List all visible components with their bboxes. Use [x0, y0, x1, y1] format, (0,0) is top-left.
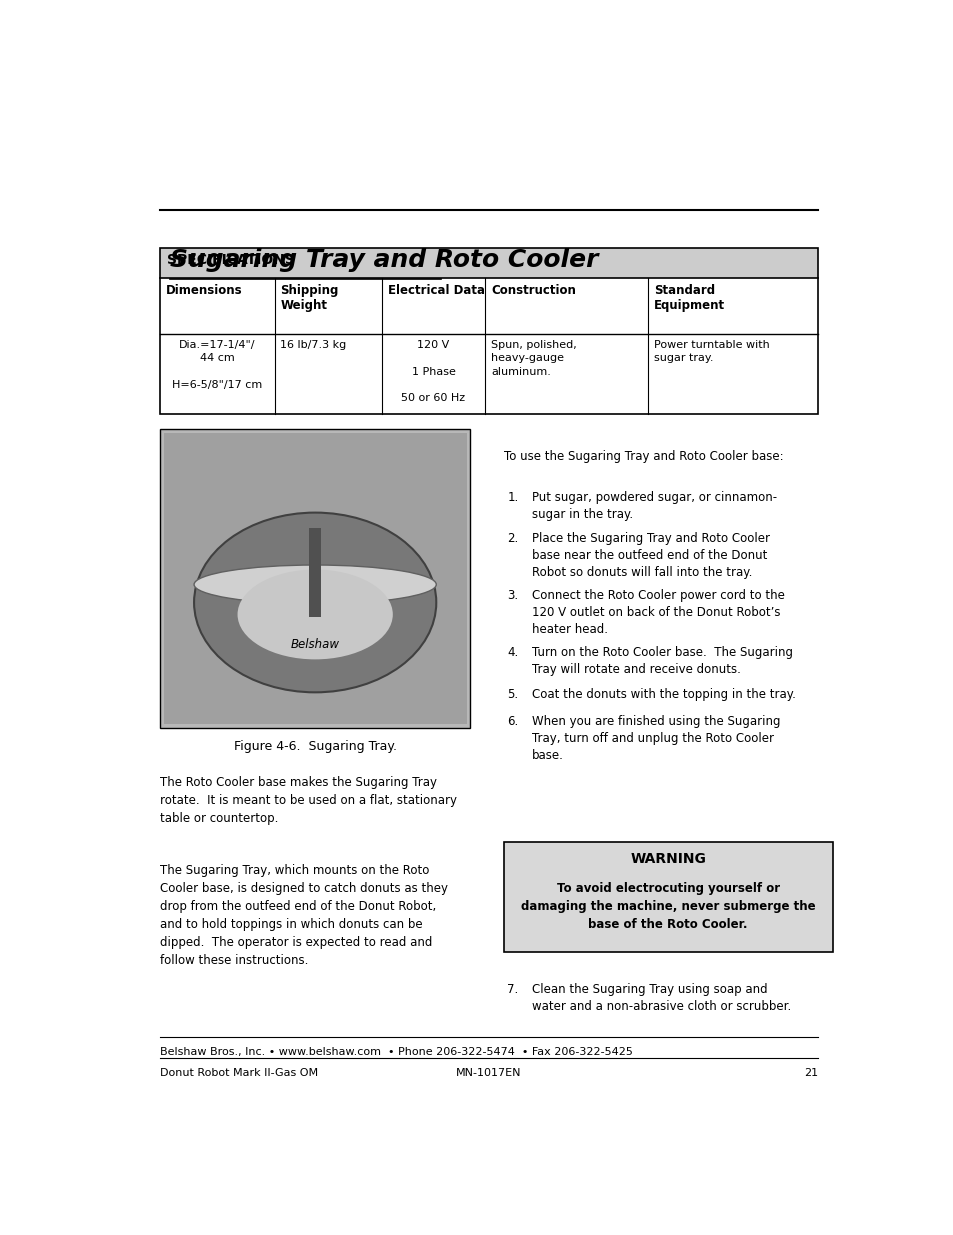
Text: To use the Sugaring Tray and Roto Cooler base:: To use the Sugaring Tray and Roto Cooler… [503, 450, 782, 463]
Text: Clean the Sugaring Tray using soap and
water and a non-abrasive cloth or scrubbe: Clean the Sugaring Tray using soap and w… [531, 983, 790, 1013]
Text: 16 lb/7.3 kg: 16 lb/7.3 kg [280, 341, 346, 351]
Text: Coat the donuts with the topping in the tray.: Coat the donuts with the topping in the … [531, 688, 795, 701]
Text: Dia.=17-1/4"/
44 cm

H=6-5/8"/17 cm: Dia.=17-1/4"/ 44 cm H=6-5/8"/17 cm [172, 341, 262, 390]
Text: 6.: 6. [507, 715, 518, 727]
Text: Place the Sugaring Tray and Roto Cooler
base near the outfeed end of the Donut
R: Place the Sugaring Tray and Roto Cooler … [531, 532, 769, 579]
Text: 7.: 7. [507, 983, 518, 997]
Text: Electrical Data: Electrical Data [387, 284, 484, 298]
Text: To avoid electrocuting yourself or
damaging the machine, never submerge the
base: To avoid electrocuting yourself or damag… [520, 882, 815, 931]
Text: 21: 21 [803, 1068, 817, 1078]
Text: 1.: 1. [507, 490, 518, 504]
Bar [160, 248, 817, 278]
Bar [164, 433, 466, 724]
Text: SPECIFICATIONS: SPECIFICATIONS [167, 253, 294, 267]
Text: Belshaw Bros., Inc. • www.belshaw.com  • Phone 206-322-5474  • Fax 206-322-5425: Belshaw Bros., Inc. • www.belshaw.com • … [160, 1047, 632, 1057]
Text: Spun, polished,
heavy-gauge
aluminum.: Spun, polished, heavy-gauge aluminum. [491, 341, 577, 377]
Text: Turn on the Roto Cooler base.  The Sugaring
Tray will rotate and receive donuts.: Turn on the Roto Cooler base. The Sugari… [531, 646, 792, 677]
Text: 2.: 2. [507, 532, 518, 546]
Ellipse shape [193, 513, 436, 693]
Text: Construction: Construction [491, 284, 576, 298]
Text: Standard
Equipment: Standard Equipment [653, 284, 724, 312]
Text: Belshaw: Belshaw [291, 638, 339, 651]
Text: 4.: 4. [507, 646, 518, 659]
Text: MN-1017EN: MN-1017EN [456, 1068, 521, 1078]
Text: Figure 4-6.  Sugaring Tray.: Figure 4-6. Sugaring Tray. [233, 740, 396, 752]
Bar [309, 527, 321, 618]
Text: WARNING: WARNING [630, 852, 705, 866]
Bar [160, 429, 470, 729]
Text: Shipping
Weight: Shipping Weight [280, 284, 338, 312]
Bar [160, 248, 817, 415]
Text: Sugaring Tray and Roto Cooler: Sugaring Tray and Roto Cooler [170, 248, 598, 272]
Text: When you are finished using the Sugaring
Tray, turn off and unplug the Roto Cool: When you are finished using the Sugaring… [531, 715, 780, 762]
Text: 120 V

1 Phase

50 or 60 Hz: 120 V 1 Phase 50 or 60 Hz [401, 341, 465, 403]
Text: 5.: 5. [507, 688, 518, 701]
Text: Put sugar, powdered sugar, or cinnamon-
sugar in the tray.: Put sugar, powdered sugar, or cinnamon- … [531, 490, 776, 520]
Text: Power turntable with
sugar tray.: Power turntable with sugar tray. [653, 341, 769, 363]
Bar [503, 842, 832, 952]
Text: The Roto Cooler base makes the Sugaring Tray
rotate.  It is meant to be used on : The Roto Cooler base makes the Sugaring … [160, 776, 456, 825]
Text: 3.: 3. [507, 589, 518, 603]
Ellipse shape [237, 569, 393, 659]
Ellipse shape [193, 566, 436, 604]
Text: The Sugaring Tray, which mounts on the Roto
Cooler base, is designed to catch do: The Sugaring Tray, which mounts on the R… [160, 864, 448, 967]
Text: Donut Robot Mark II-Gas OM: Donut Robot Mark II-Gas OM [160, 1068, 317, 1078]
Text: Connect the Roto Cooler power cord to the
120 V outlet on back of the Donut Robo: Connect the Roto Cooler power cord to th… [531, 589, 784, 636]
Text: Dimensions: Dimensions [166, 284, 242, 298]
